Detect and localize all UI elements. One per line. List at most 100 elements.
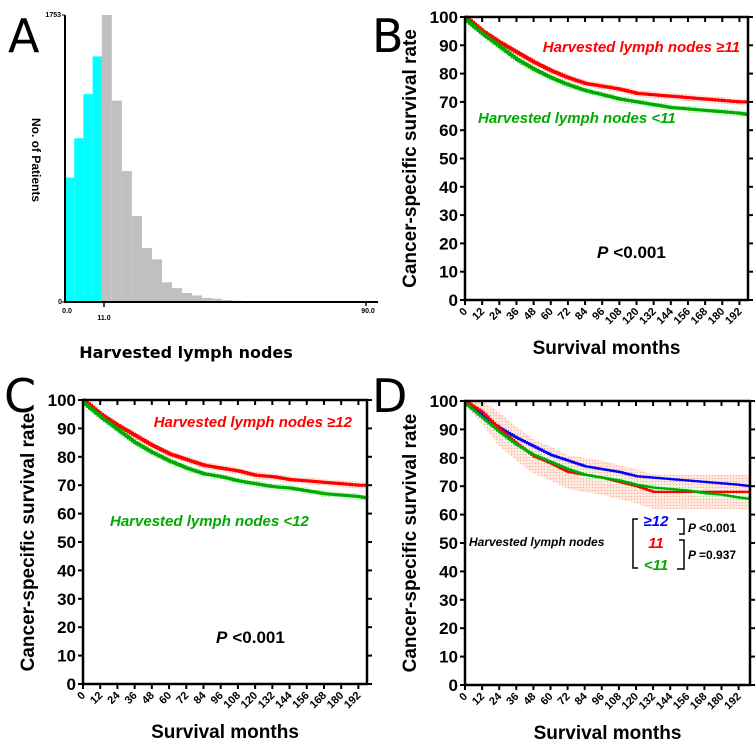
survival-curve-0 <box>465 15 748 104</box>
x-tick-label: 72 <box>556 691 573 708</box>
histogram-bar-10 <box>161 282 173 302</box>
y-tick-label: 90 <box>57 419 76 438</box>
x-tick-label: 84 <box>191 689 209 707</box>
series-label-low: Harvested lymph nodes <12 <box>110 513 309 530</box>
p-value: P <0.001 <box>597 243 666 262</box>
x-tick-label: 192 <box>723 306 744 327</box>
y-tick-label: 60 <box>439 506 458 525</box>
y-tick-label: 80 <box>439 449 458 468</box>
comparison-bracket-0 <box>677 518 685 535</box>
y-tick-label: 10 <box>57 647 76 666</box>
p-number: <0.001 <box>232 628 284 647</box>
x-tick-label: 24 <box>105 689 123 707</box>
ci-band-1 <box>465 19 748 119</box>
p-number: <0.001 <box>613 243 665 262</box>
panel-letter-b: B <box>372 9 404 63</box>
x-tick-label-0: 0.0 <box>62 308 72 315</box>
y-tick-label: 30 <box>57 590 76 609</box>
x-tick-label: 60 <box>538 691 555 708</box>
histogram-bar-14 <box>202 297 213 302</box>
x-tick-label: 60 <box>157 690 174 707</box>
y-tick-label: 80 <box>439 65 458 84</box>
legend-title: Harvested lymph nodes <box>469 535 605 549</box>
y-tick-label: 60 <box>439 121 458 140</box>
y-tick-label: 70 <box>439 477 458 496</box>
x-tick-label: 48 <box>522 306 539 323</box>
panel-letter-c: C <box>4 369 36 423</box>
x-tick-label: 72 <box>556 306 573 323</box>
x-tick-label: 12 <box>470 691 487 708</box>
histogram-bar-0 <box>65 177 75 302</box>
y-tick-label: 0 <box>449 676 458 695</box>
y-tick-label: 90 <box>439 420 458 439</box>
y-tick-label: 70 <box>439 93 458 112</box>
x-tick-label: 36 <box>123 690 140 707</box>
y-tick-label: 40 <box>439 178 458 197</box>
ci-band-1 <box>465 401 750 509</box>
histogram-bar-11 <box>172 288 183 302</box>
comparison-bracket-1 <box>677 539 685 570</box>
y-tick-label-max: 1753 <box>45 12 61 19</box>
x-tick-label: 84 <box>573 305 591 323</box>
y-tick-label: 0 <box>449 291 458 310</box>
y-tick-label: 50 <box>439 534 458 553</box>
y-axis-title: Cancer-specific survival rate <box>400 414 421 673</box>
panel-letter-d: D <box>372 369 407 423</box>
y-tick-label: 10 <box>439 263 458 282</box>
x-axis-title: Survival months <box>534 723 682 744</box>
y-tick-label: 90 <box>439 36 458 55</box>
y-tick-label: 100 <box>48 391 76 410</box>
panel-a-histogram: 1753 0 0.0 11.0 90.0 No. of Patients Har… <box>29 12 378 362</box>
p-label: P <box>597 243 609 262</box>
p-label: P <box>216 628 228 647</box>
x-tick-label: 12 <box>470 306 487 323</box>
legend-group-0: ≥12 <box>644 513 670 530</box>
histogram-bar-13 <box>192 295 203 302</box>
y-tick-label: 20 <box>439 234 458 253</box>
ci-band-0 <box>465 17 748 106</box>
survival-curve-0 <box>83 398 367 487</box>
x-tick-label: 84 <box>573 690 591 708</box>
survival-curve-1 <box>465 18 750 116</box>
x-tick-label: 48 <box>140 690 157 707</box>
x-tick-label: 0 <box>457 691 470 704</box>
y-tick-label-zero: 0 <box>58 299 62 306</box>
histogram-bar-1 <box>74 138 84 302</box>
y-axis-title: Cancer-specific survival rate <box>400 29 421 288</box>
y-tick-label: 20 <box>57 618 76 637</box>
ci-band-0 <box>83 400 367 489</box>
x-axis-title: Harvested lymph nodes <box>79 343 293 362</box>
y-tick-label: 50 <box>439 150 458 169</box>
survival-curve-2 <box>465 402 752 500</box>
legend-group-1: 11 <box>648 535 664 552</box>
histogram-bar-5 <box>111 100 122 302</box>
survival-curve-1 <box>83 401 369 500</box>
histogram-bar-15 <box>212 298 223 302</box>
x-tick-label: 0 <box>457 306 470 319</box>
x-axis-title: Survival months <box>533 338 681 359</box>
y-tick-label: 50 <box>57 533 76 552</box>
x-tick-label: 48 <box>521 691 538 708</box>
x-tick-label-11: 11.0 <box>97 315 110 322</box>
y-tick-label: 100 <box>430 392 458 411</box>
x-axis-title: Survival months <box>151 722 299 743</box>
y-tick-label: 10 <box>439 648 458 667</box>
x-tick-label: 192 <box>722 691 743 712</box>
histogram-bar-6 <box>121 171 132 302</box>
y-tick-label: 40 <box>439 562 458 581</box>
p-value-comparison-1: P =0.937 <box>688 548 736 562</box>
histogram-bars <box>65 15 363 303</box>
y-tick-label: 30 <box>439 206 458 225</box>
histogram-bar-4 <box>101 15 112 302</box>
ci-band-2 <box>465 403 750 504</box>
series-label-high: Harvested lymph nodes ≥11 <box>543 39 740 56</box>
x-tick-label: 72 <box>174 690 191 707</box>
x-tick-label: 24 <box>487 690 505 708</box>
histogram-bar-3 <box>92 56 102 303</box>
series-label-high: Harvested lymph nodes ≥12 <box>154 414 353 431</box>
legend-bracket <box>632 518 638 569</box>
